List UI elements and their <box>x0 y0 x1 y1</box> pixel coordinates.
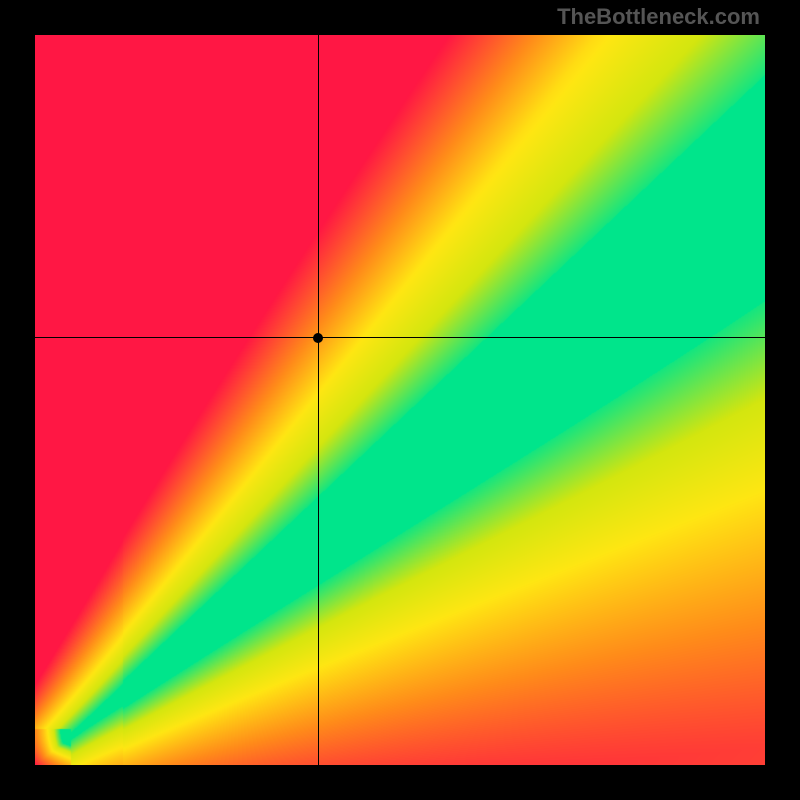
heatmap-canvas <box>35 35 765 765</box>
heatmap-plot <box>35 35 765 765</box>
crosshair-marker <box>313 333 323 343</box>
crosshair-vertical <box>318 35 319 765</box>
chart-container: TheBottleneck.com <box>0 0 800 800</box>
watermark-text: TheBottleneck.com <box>557 4 760 30</box>
crosshair-horizontal <box>35 337 765 338</box>
